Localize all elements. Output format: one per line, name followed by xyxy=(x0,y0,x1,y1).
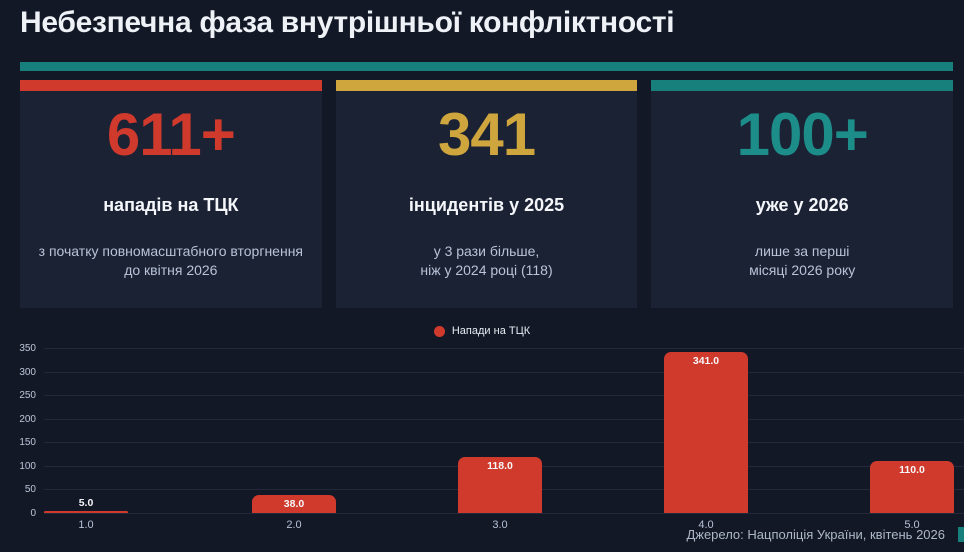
y-axis-tick-label: 50 xyxy=(24,484,36,496)
card-body: 611+ нападів на ТЦК з початку повномасшт… xyxy=(20,91,322,308)
y-axis-tick-label: 100 xyxy=(19,460,36,472)
bar-value-label: 38.0 xyxy=(283,498,305,511)
stat-description: з початку повномасштабного вторгнення до… xyxy=(20,242,322,280)
stat-label: нападів на ТЦК xyxy=(103,195,239,215)
stat-description: у 3 рази більше, ніж у 2024 році (118) xyxy=(336,242,638,280)
card-accent-strip xyxy=(335,80,638,91)
legend-label: Напади на ТЦК xyxy=(451,325,531,337)
card-body: 100+ уже у 2026 лише за перші місяці 202… xyxy=(651,91,954,308)
gridline xyxy=(44,371,964,373)
gridline xyxy=(44,348,964,349)
bar-value-label: 118.0 xyxy=(487,460,513,473)
gridline xyxy=(44,513,964,514)
stat-card-incidents-2026: 100+ уже у 2026 лише за перші місяці 202… xyxy=(651,80,954,308)
stat-description-line: до квітня 2026 xyxy=(124,262,218,278)
title-divider xyxy=(20,62,953,71)
stat-description-line: ніж у 2024 році (118) xyxy=(420,262,553,278)
stat-description-line: лише за перші xyxy=(754,243,850,259)
bar-2.0 xyxy=(252,495,336,513)
stat-card-attacks-total: 611+ нападів на ТЦК з початку повномасшт… xyxy=(20,80,322,308)
stat-description-line: з початку повномасштабного вторгнення xyxy=(38,243,304,259)
x-axis-tick-label: 3.0 xyxy=(492,519,508,531)
card-body: 341 інцидентів у 2025 у 3 рази більше, н… xyxy=(335,91,638,308)
source-note: Джерело: Нацполіція України, квітень 202… xyxy=(686,527,945,542)
x-axis-tick-label: 2.0 xyxy=(286,519,302,531)
gridline xyxy=(44,442,964,444)
card-accent-strip xyxy=(20,80,322,91)
stat-description: лише за перші місяці 2026 року xyxy=(651,242,953,280)
stat-description-line: місяці 2026 року xyxy=(749,262,856,278)
x-axis-tick-label: 5.0 xyxy=(904,519,920,531)
stat-value: 100+ xyxy=(736,101,869,168)
bar-value-label: 341.0 xyxy=(692,355,720,368)
y-axis-tick-label: 200 xyxy=(19,413,36,425)
bar-value-label: 110.0 xyxy=(899,464,925,477)
stat-label: інцидентів у 2025 xyxy=(408,195,565,215)
x-axis-tick-label: 1.0 xyxy=(78,519,94,531)
gridline xyxy=(44,418,964,420)
bar-4.0 xyxy=(664,352,748,513)
card-accent-strip xyxy=(651,80,954,91)
stat-description-line: у 3 рази більше, xyxy=(433,243,540,259)
y-axis-tick-label: 350 xyxy=(19,343,36,354)
gridline xyxy=(44,395,964,397)
bar-1.0 xyxy=(44,510,128,513)
y-axis-tick-label: 250 xyxy=(19,390,36,402)
page-title: Небезпечна фаза внутрішньої конфліктност… xyxy=(20,6,675,39)
legend-marker-icon xyxy=(433,325,445,337)
bar-5.0 xyxy=(870,461,954,513)
x-axis-tick-label: 4.0 xyxy=(698,519,714,531)
bar-3.0 xyxy=(458,457,542,513)
stat-cards-row: 611+ нападів на ТЦК з початку повномасшт… xyxy=(20,80,954,308)
chart-legend: Напади на ТЦК xyxy=(0,323,964,339)
y-axis-tick-label: 0 xyxy=(30,508,36,519)
stat-value: 611+ xyxy=(106,101,236,168)
stat-card-incidents-2025: 341 інцидентів у 2025 у 3 рази більше, н… xyxy=(335,80,638,308)
bar-value-label: 5.0 xyxy=(78,496,94,509)
y-axis-tick-label: 300 xyxy=(19,366,36,378)
stat-label: уже у 2026 xyxy=(755,195,849,215)
corner-accent-mark xyxy=(958,527,964,542)
stat-value: 341 xyxy=(437,101,536,168)
attacks-bar-chart: Напади на ТЦК 0 50 100 150 200 250 300 350 5.0 1.… xyxy=(0,315,964,552)
y-axis-tick-label: 150 xyxy=(19,437,36,449)
